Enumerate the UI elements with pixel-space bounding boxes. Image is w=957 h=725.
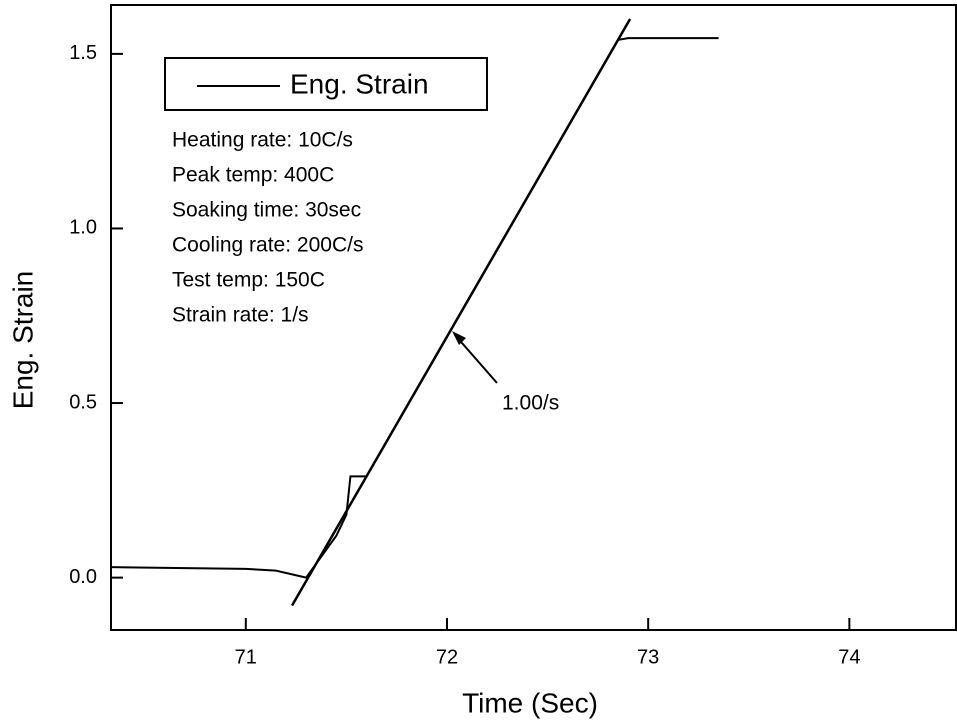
annotation: Soaking time: 30sec	[172, 199, 361, 222]
fit-label: 1.00/s	[502, 392, 559, 415]
y-tick-label: 1.0	[69, 217, 97, 239]
arrow-head	[452, 331, 466, 345]
legend-box	[164, 57, 488, 111]
annotation: Peak temp: 400C	[172, 164, 334, 187]
plot-frame	[110, 4, 957, 631]
x-tick-label: 74	[838, 646, 860, 668]
annotation: Test temp: 150C	[172, 269, 325, 292]
x-tick-label: 72	[436, 646, 458, 668]
y-tick-label: 1.5	[69, 42, 97, 64]
annotation-arrow	[454, 334, 498, 384]
annotation: Heating rate: 10C/s	[172, 129, 353, 152]
fit-line	[290, 18, 632, 607]
x-tick-label: 73	[637, 646, 659, 668]
x-tick-label: 71	[235, 646, 257, 668]
data-line	[110, 37, 719, 579]
legend-label: Eng. Strain	[290, 68, 429, 99]
annotation: Strain rate: 1/s	[172, 304, 309, 327]
x-axis-label: Time (Sec)	[462, 687, 598, 718]
y-axis-label: Eng. Strain	[7, 271, 38, 410]
y-tick-label: 0.0	[69, 566, 97, 588]
annotation: Cooling rate: 200C/s	[172, 234, 363, 257]
y-tick-label: 0.5	[69, 391, 97, 413]
